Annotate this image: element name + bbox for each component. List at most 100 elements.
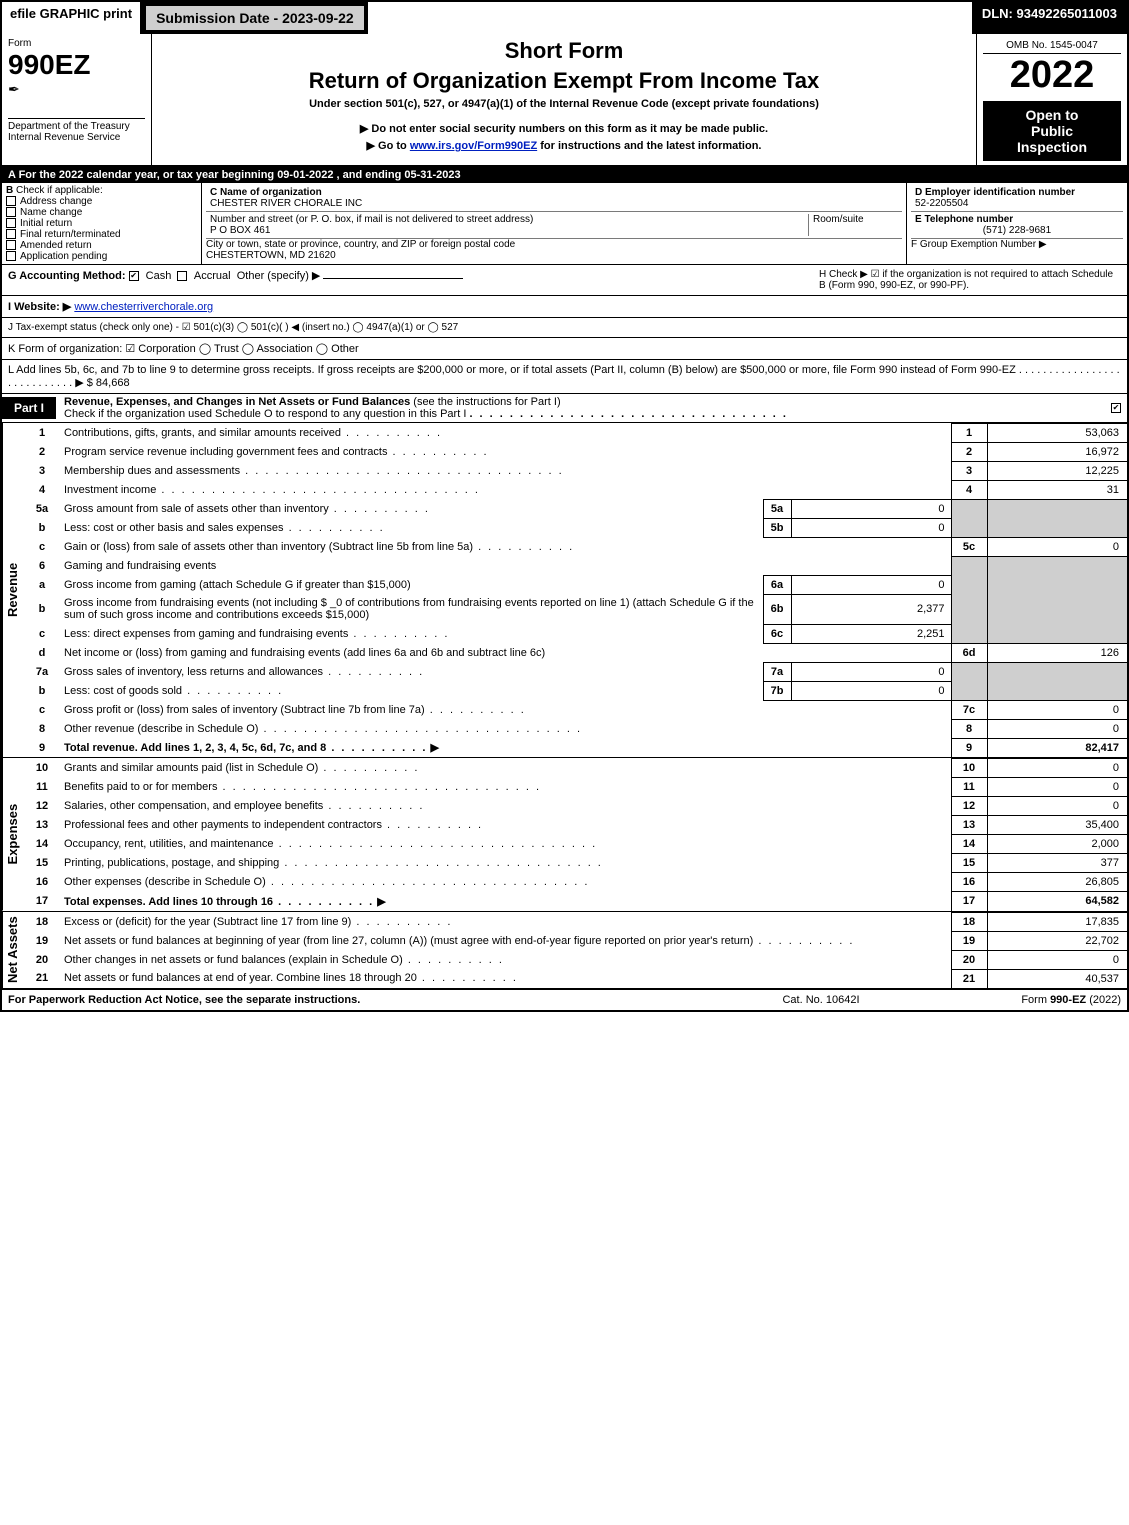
l6d-desc: Net income or (loss) from gaming and fun… (64, 647, 545, 659)
chk-final-return[interactable] (6, 229, 16, 239)
website-link[interactable]: www.chesterriverchorale.org (74, 301, 213, 313)
l5b-greyval (987, 519, 1127, 538)
netassets-table: 18Excess or (deficit) for the year (Subt… (24, 912, 1127, 988)
goto-prefix: ▶ Go to (367, 140, 410, 152)
chk-schedule-o-parti[interactable] (1111, 403, 1121, 413)
open2: Public (1031, 123, 1073, 139)
lbl-other: Other (specify) ▶ (237, 270, 321, 282)
l21-ll: 21 (951, 969, 987, 988)
l21-desc: Net assets or fund balances at end of ye… (64, 972, 417, 984)
tel-value: (571) 228-9681 (915, 225, 1119, 236)
l2-val: 16,972 (987, 443, 1127, 462)
l6-greyval (987, 557, 1127, 576)
form-header: Form 990EZ ✒︎ Department of the Treasury… (2, 34, 1127, 167)
l16-num: 16 (24, 873, 60, 892)
other-specify-input[interactable] (323, 278, 463, 279)
part-i-subtitle: (see the instructions for Part I) (413, 396, 560, 408)
l11-num: 11 (24, 778, 60, 797)
footer-right-bold: 990-EZ (1050, 994, 1086, 1006)
dln-label: DLN: 93492265011003 (972, 2, 1127, 34)
l5b-sub: 5b (763, 519, 791, 538)
chk-application-pending[interactable] (6, 251, 16, 261)
ein-label: D Employer identification number (915, 187, 1119, 198)
lbl-cash: Cash (146, 270, 172, 282)
row-l: L Add lines 5b, 6c, and 7b to line 9 to … (2, 360, 1127, 394)
l6d-num: d (24, 643, 60, 662)
l7c-desc: Gross profit or (loss) from sales of inv… (64, 704, 425, 716)
l10-num: 10 (24, 759, 60, 778)
l15-desc: Printing, publications, postage, and shi… (64, 857, 279, 869)
l6c-desc: Less: direct expenses from gaming and fu… (64, 628, 348, 640)
chk-address-change[interactable] (6, 196, 16, 206)
l7a-desc: Gross sales of inventory, less returns a… (64, 666, 323, 678)
part-i-dots (469, 408, 788, 420)
l1-val: 53,063 (987, 424, 1127, 443)
l7b-greyval (987, 681, 1127, 700)
section-bcdef: B Check if applicable: Address change Na… (2, 183, 1127, 265)
tax-year: 2022 (983, 54, 1121, 97)
part-i-label: Part I (2, 397, 56, 419)
l6a-subval: 0 (791, 575, 951, 594)
l11-ll: 11 (951, 778, 987, 797)
l9-ll: 9 (951, 738, 987, 757)
l6b-subval: 2,377 (791, 594, 951, 624)
footer-right: Form 990-EZ (2022) (921, 994, 1121, 1006)
l6c-num: c (24, 624, 60, 643)
i-label: I Website: ▶ (8, 301, 71, 313)
l5b-desc: Less: cost or other basis and sales expe… (64, 522, 284, 534)
return-title: Return of Organization Exempt From Incom… (158, 68, 970, 94)
l17-num: 17 (24, 892, 60, 911)
section-b: B Check if applicable: Address change Na… (2, 183, 202, 264)
l7b-sub: 7b (763, 681, 791, 700)
c-name-label: C Name of organization (210, 187, 898, 198)
l19-num: 19 (24, 931, 60, 950)
l4-val: 31 (987, 481, 1127, 500)
l6c-subval: 2,251 (791, 624, 951, 643)
l14-ll: 14 (951, 835, 987, 854)
lbl-accrual: Accrual (194, 270, 231, 282)
irs-link[interactable]: www.irs.gov/Form990EZ (410, 140, 537, 152)
efile-print-label[interactable]: efile GRAPHIC print (2, 2, 142, 34)
netassets-side-label: Net Assets (2, 912, 24, 988)
row-a-taxyear: A For the 2022 calendar year, or tax yea… (2, 167, 1127, 183)
row-j: J Tax-exempt status (check only one) - ☑… (2, 318, 1127, 338)
l4-desc: Investment income (64, 484, 156, 496)
l5c-val: 0 (987, 538, 1127, 557)
l6b-sub: 6b (763, 594, 791, 624)
revenue-table: 1 Contributions, gifts, grants, and simil… (24, 423, 1127, 757)
chk-amended-return[interactable] (6, 240, 16, 250)
l8-desc: Other revenue (describe in Schedule O) (64, 723, 258, 735)
lbl-name-change: Name change (20, 207, 82, 218)
l5a-subval: 0 (791, 500, 951, 519)
short-form-title: Short Form (158, 38, 970, 64)
dept-label: Department of the Treasury Internal Reve… (8, 118, 145, 143)
l3-val: 12,225 (987, 462, 1127, 481)
l5b-num: b (24, 519, 60, 538)
l2-num: 2 (24, 443, 60, 462)
l6-num: 6 (24, 557, 60, 576)
part-i-title: Revenue, Expenses, and Changes in Net As… (56, 394, 796, 422)
l1-ll: 1 (951, 424, 987, 443)
g-label: G Accounting Method: (8, 270, 126, 282)
lbl-application-pending: Application pending (20, 251, 107, 262)
footer-right-prefix: Form (1021, 994, 1050, 1006)
goto-suffix: for instructions and the latest informat… (540, 140, 761, 152)
l7a-subval: 0 (791, 662, 951, 681)
l13-ll: 13 (951, 816, 987, 835)
l11-val: 0 (987, 778, 1127, 797)
chk-initial-return[interactable] (6, 218, 16, 228)
row-i: I Website: ▶ www.chesterriverchorale.org (2, 296, 1127, 318)
l13-desc: Professional fees and other payments to … (64, 819, 382, 831)
l1-desc: Contributions, gifts, grants, and simila… (64, 427, 341, 439)
l9-desc: Total revenue. Add lines 1, 2, 3, 4, 5c,… (64, 742, 326, 754)
chk-name-change[interactable] (6, 207, 16, 217)
l3-desc: Membership dues and assessments (64, 465, 240, 477)
chk-cash[interactable] (129, 271, 139, 281)
l19-val: 22,702 (987, 931, 1127, 950)
chk-accrual[interactable] (177, 271, 187, 281)
l5c-ll: 5c (951, 538, 987, 557)
l16-val: 26,805 (987, 873, 1127, 892)
l7b-subval: 0 (791, 681, 951, 700)
expenses-side-label: Expenses (2, 758, 24, 911)
expenses-table: 10Grants and similar amounts paid (list … (24, 758, 1127, 911)
